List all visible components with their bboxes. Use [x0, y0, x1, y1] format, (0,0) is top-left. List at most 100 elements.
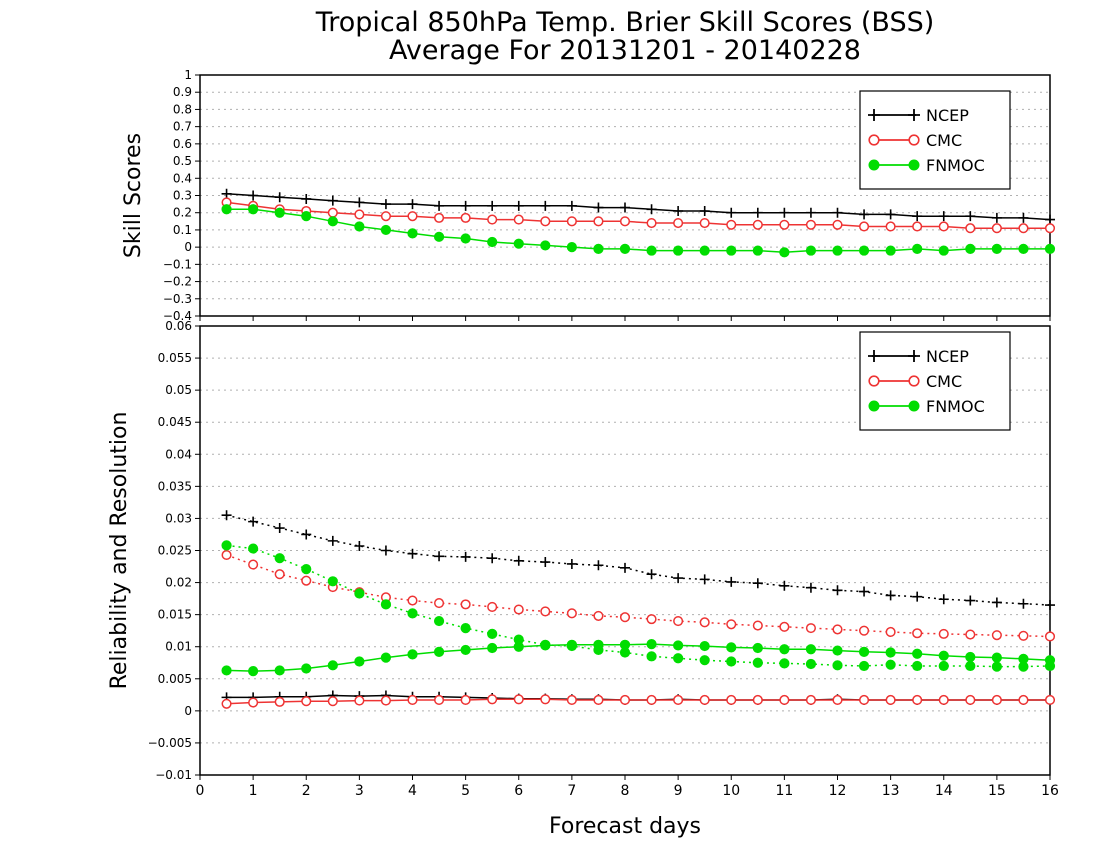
top-series-ncep-point: [487, 200, 498, 211]
top-series-cmc-point: [513, 214, 524, 225]
bottom-series-cmc-reliability-point: [221, 698, 232, 709]
top-series-ncep-point: [301, 193, 312, 204]
top-series-ncep-point: [327, 195, 338, 206]
bottom-series-fnmoc-reliability-point: [858, 646, 870, 657]
bottom-series-fnmoc-resolution-line: [226, 544, 1051, 668]
bottom-y-tick-label: 0.05: [165, 383, 192, 397]
bottom-y-axis-label: Reliability and Resolution: [107, 412, 132, 690]
bottom-series-ncep-resolution-point: [646, 569, 657, 580]
bottom-series-fnmoc-resolution: [221, 540, 1056, 672]
chart-title-line2: Average For 20131201 - 20140228: [389, 35, 861, 66]
bottom-series-fnmoc-reliability-point: [752, 642, 763, 654]
top-series-cmc-point: [619, 216, 631, 227]
top-series-cmc-point: [540, 216, 551, 227]
bottom-series-ncep-resolution-point: [779, 580, 790, 591]
bottom-series-cmc-reliability-point: [566, 694, 577, 706]
x-tick-label: 16: [1041, 783, 1059, 799]
bottom-series-fnmoc-reliability-point: [885, 647, 896, 658]
top-series-cmc-point: [380, 211, 391, 222]
reliability-resolution-panel: −0.01 −0.005 0 0.005 0.01 0.015 0.02 0.025 0.03 0…: [107, 319, 1059, 799]
x-tick-label: 10: [722, 783, 740, 799]
top-series-ncep-point: [566, 200, 577, 211]
top-series-cmc-point: [859, 221, 870, 232]
chart-title-line1: Tropical 850hPa Temp. Brier Skill Scores…: [315, 7, 935, 38]
bottom-series-cmc-reliability-point: [673, 694, 684, 706]
top-series-ncep-point: [354, 197, 365, 208]
top-series-cmc-point: [991, 223, 1002, 234]
bottom-series-ncep-resolution-point: [301, 529, 312, 540]
top-series-fnmoc-point: [619, 243, 631, 254]
top-y-tick-label: 0.4: [173, 171, 192, 185]
bottom-series-fnmoc-resolution-point: [513, 634, 524, 645]
bottom-series-fnmoc-reliability-point: [433, 646, 445, 657]
bottom-series-fnmoc-reliability-point: [779, 644, 790, 655]
bottom-series-fnmoc-reliability-point: [991, 652, 1002, 663]
top-legend-marker-fnmoc: [868, 159, 880, 171]
bottom-series-cmc-reliability-point: [832, 694, 843, 706]
top-series-ncep-point: [274, 192, 285, 203]
top-y-tick-label: 1: [184, 68, 192, 82]
bottom-series-ncep-resolution-point: [407, 548, 418, 559]
top-series-fnmoc-point: [752, 245, 763, 256]
bottom-legend-marker-ncep: [868, 350, 880, 362]
bottom-series-cmc-resolution-point: [646, 614, 657, 625]
top-series-cmc-point: [699, 217, 710, 229]
bottom-series-ncep-resolution-point: [991, 597, 1002, 608]
top-series-ncep-point: [965, 211, 976, 222]
top-series-cmc-point: [938, 221, 949, 232]
bottom-series-cmc-resolution-point: [726, 619, 737, 630]
bottom-series-cmc-resolution-point: [566, 608, 577, 619]
x-axis-label: Forecast days: [549, 814, 701, 839]
top-legend-label-cmc: CMC: [926, 131, 962, 150]
bottom-series-cmc-resolution-point: [274, 569, 285, 580]
bottom-plot-frame: [199, 325, 1051, 776]
bottom-y-tick-label: 0.005: [158, 672, 192, 686]
x-tick-label: 13: [882, 783, 900, 799]
top-series-fnmoc-point: [248, 204, 259, 215]
top-series-cmc-point: [832, 219, 843, 230]
top-series-ncep-point: [221, 188, 232, 199]
bottom-series-fnmoc-reliability-point: [460, 644, 471, 656]
top-series-ncep-point: [752, 207, 763, 218]
top-series-ncep-point: [248, 190, 259, 201]
bottom-series-ncep-resolution-point: [805, 582, 816, 593]
bottom-y-tick-label: −0.01: [155, 768, 192, 782]
top-series-ncep-point: [1018, 212, 1029, 223]
top-series-fnmoc-point: [832, 245, 843, 256]
bottom-series-cmc-resolution-line: [226, 554, 1051, 638]
bottom-series-ncep-resolution-point: [221, 510, 232, 521]
bottom-series-fnmoc-resolution-point: [1044, 660, 1056, 672]
bottom-series-fnmoc-reliability-point: [965, 651, 976, 663]
bottom-series-fnmoc-reliability-point: [805, 644, 817, 655]
bottom-series-cmc-reliability-point: [726, 694, 737, 706]
bottom-series-cmc-reliability-point: [274, 696, 285, 707]
bottom-series-fnmoc-resolution-point: [566, 640, 577, 652]
bottom-series-cmc-reliability-point: [1018, 694, 1029, 706]
bottom-series-cmc-reliability-point: [513, 694, 524, 705]
bottom-y-tick-label: 0.02: [165, 576, 192, 590]
top-series-cmc-point: [434, 212, 445, 223]
bottom-series-fnmoc-resolution-point: [248, 543, 259, 554]
bottom-series-ncep-resolution-point: [938, 594, 949, 605]
top-series-ncep-point: [646, 204, 657, 215]
bottom-series-cmc-reliability-point: [1044, 694, 1056, 706]
top-series-fnmoc-point: [965, 243, 976, 254]
x-tick-label: 0: [196, 783, 205, 799]
top-series-ncep-point: [832, 207, 843, 218]
bottom-legend-label-fnmoc: FNMOC: [926, 397, 985, 416]
bottom-series-fnmoc-reliability-point: [327, 660, 338, 671]
top-series-ncep-point: [859, 209, 870, 220]
bottom-series-cmc-reliability-point: [699, 694, 710, 706]
bottom-series-cmc-reliability-point: [354, 695, 365, 706]
top-series-ncep-point: [885, 209, 896, 220]
top-y-tick-label: −0.1: [163, 257, 192, 271]
top-series-cmc-point: [566, 216, 577, 227]
top-series-cmc-point: [487, 214, 498, 225]
top-series-fnmoc-point: [805, 245, 817, 256]
top-series-fnmoc: [221, 204, 1056, 258]
top-series-ncep-point: [540, 200, 551, 211]
top-series-cmc-point: [805, 219, 816, 230]
top-series-fnmoc-point: [433, 231, 445, 242]
top-series-fnmoc-point: [938, 245, 949, 256]
bottom-series-cmc-resolution-point: [991, 630, 1002, 641]
